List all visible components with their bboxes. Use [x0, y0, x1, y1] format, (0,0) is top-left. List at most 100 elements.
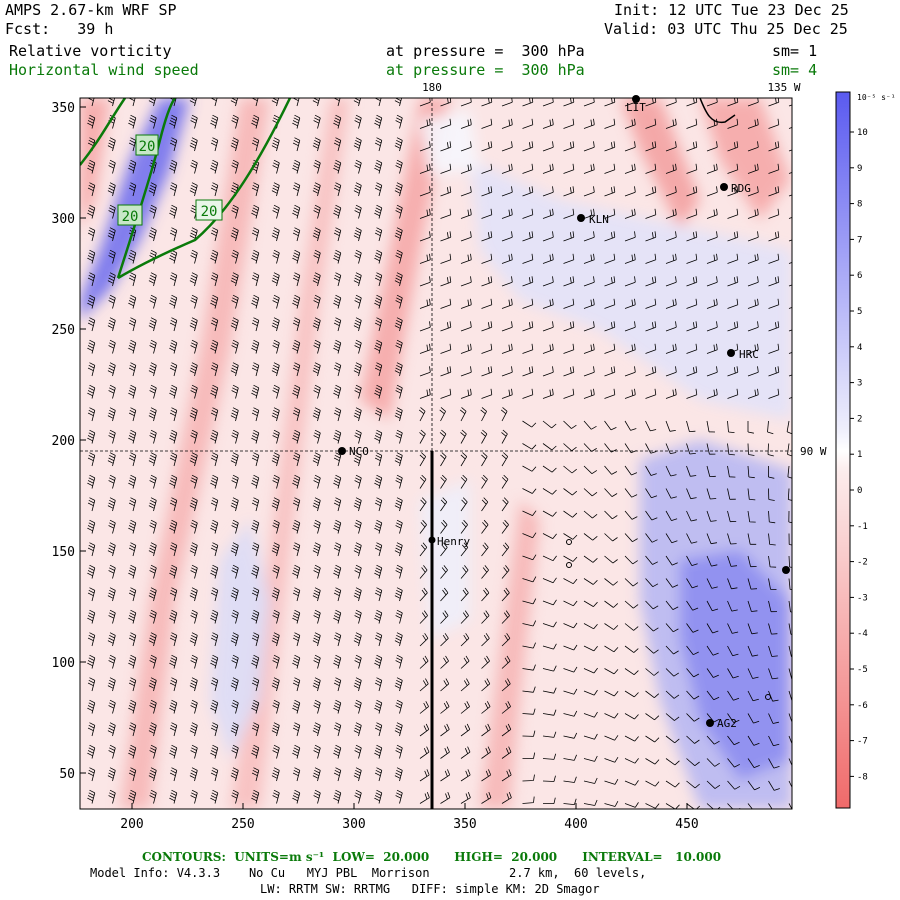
wind-barb — [604, 555, 618, 564]
wind-barb — [128, 429, 137, 444]
wind-barb — [501, 231, 513, 242]
wind-barb — [747, 208, 759, 219]
wind-barb — [727, 488, 736, 500]
wind-barb — [604, 186, 616, 197]
wind-barb — [645, 388, 657, 399]
wind-barb — [460, 141, 472, 152]
wind-barb — [501, 321, 513, 332]
wind-barb — [313, 474, 321, 489]
wind-barb — [624, 555, 638, 565]
wind-barb — [149, 609, 157, 624]
wind-barb — [768, 668, 779, 680]
wind-barb — [665, 668, 680, 677]
wind-barb — [583, 777, 598, 784]
wind-barb — [686, 735, 700, 744]
wind-barb — [522, 321, 534, 332]
wind-barb — [624, 163, 636, 174]
wind-barb — [353, 98, 362, 107]
wind-barb — [645, 343, 657, 354]
wind-barb — [706, 555, 718, 567]
wind-barb — [481, 253, 493, 264]
wind-barb — [87, 98, 95, 107]
wind-barb — [501, 633, 511, 647]
wind-barb — [210, 609, 219, 624]
station-lit: LIT — [626, 95, 646, 114]
wind-barb — [107, 677, 116, 692]
wind-barb — [333, 429, 342, 444]
wind-barb — [501, 253, 513, 264]
wind-barb — [312, 722, 321, 737]
colorbar-label: -5 — [857, 665, 868, 675]
wind-barb — [747, 253, 759, 264]
wind-barb — [747, 98, 759, 107]
wind-barb — [169, 384, 178, 399]
wind-barb — [189, 677, 198, 692]
wind-barb — [251, 98, 259, 107]
wind-barb — [251, 744, 260, 759]
wind-barb — [333, 407, 342, 422]
wind-barb — [313, 114, 321, 129]
wind-barb — [148, 497, 157, 512]
wind-barb — [419, 610, 428, 624]
wind-barb — [624, 276, 636, 287]
wind-barb — [292, 632, 301, 647]
wind-barb — [583, 276, 595, 287]
wind-barb — [768, 713, 779, 724]
wind-barb — [604, 276, 616, 287]
wind-barb — [374, 519, 383, 534]
wind-barb — [374, 474, 383, 489]
colorbar-label: 5 — [857, 307, 862, 317]
wind-barb — [481, 343, 493, 354]
wind-barb — [747, 668, 759, 679]
wind-barb — [440, 231, 452, 242]
wind-barb — [374, 317, 383, 332]
wind-barb — [665, 186, 677, 197]
wind-barb — [706, 208, 718, 219]
wind-barb — [333, 654, 342, 669]
wind-barb — [292, 317, 301, 332]
wind-barb — [583, 799, 598, 806]
wind-barb — [149, 339, 157, 354]
x-tick-label: 200 — [120, 817, 143, 832]
wind-barb — [189, 587, 198, 602]
wind-barb — [395, 159, 403, 174]
wind-barb — [583, 555, 598, 563]
wind-barb — [522, 708, 536, 715]
svg-text:AG2: AG2 — [717, 717, 737, 730]
wind-barb — [374, 632, 383, 647]
wind-barb — [190, 789, 198, 804]
wind-barb — [768, 780, 780, 791]
wind-barb — [395, 744, 403, 759]
wind-barb — [292, 429, 301, 444]
wind-barb — [501, 452, 509, 467]
wind-barb — [333, 767, 342, 782]
wind-barb — [501, 678, 511, 692]
x-tick-label: 400 — [564, 817, 587, 832]
wind-barb — [768, 803, 773, 809]
wind-barb — [271, 182, 280, 197]
wind-barb — [440, 519, 448, 534]
wind-barb — [706, 420, 716, 433]
wind-barb — [460, 542, 469, 557]
wind-barb — [645, 465, 657, 476]
wind-barb — [107, 98, 116, 107]
wind-barb — [788, 735, 792, 745]
wind-barb — [292, 182, 301, 197]
wind-barb — [210, 452, 219, 467]
wind-barb — [542, 343, 554, 354]
wind-barb — [292, 114, 301, 129]
wind-barb — [747, 276, 759, 287]
wind-barb — [624, 420, 637, 431]
wind-barb — [333, 249, 342, 264]
wind-barb — [727, 231, 739, 242]
wind-barb — [128, 98, 136, 107]
wind-barb — [604, 366, 616, 377]
wind-barb — [747, 231, 759, 242]
wind-barb — [333, 294, 342, 309]
wind-barb — [333, 317, 342, 332]
wind-barb — [501, 298, 513, 309]
wind-barb — [563, 644, 578, 651]
wind-barb — [128, 632, 137, 647]
wind-barb — [665, 276, 677, 287]
wind-barb — [149, 519, 157, 534]
